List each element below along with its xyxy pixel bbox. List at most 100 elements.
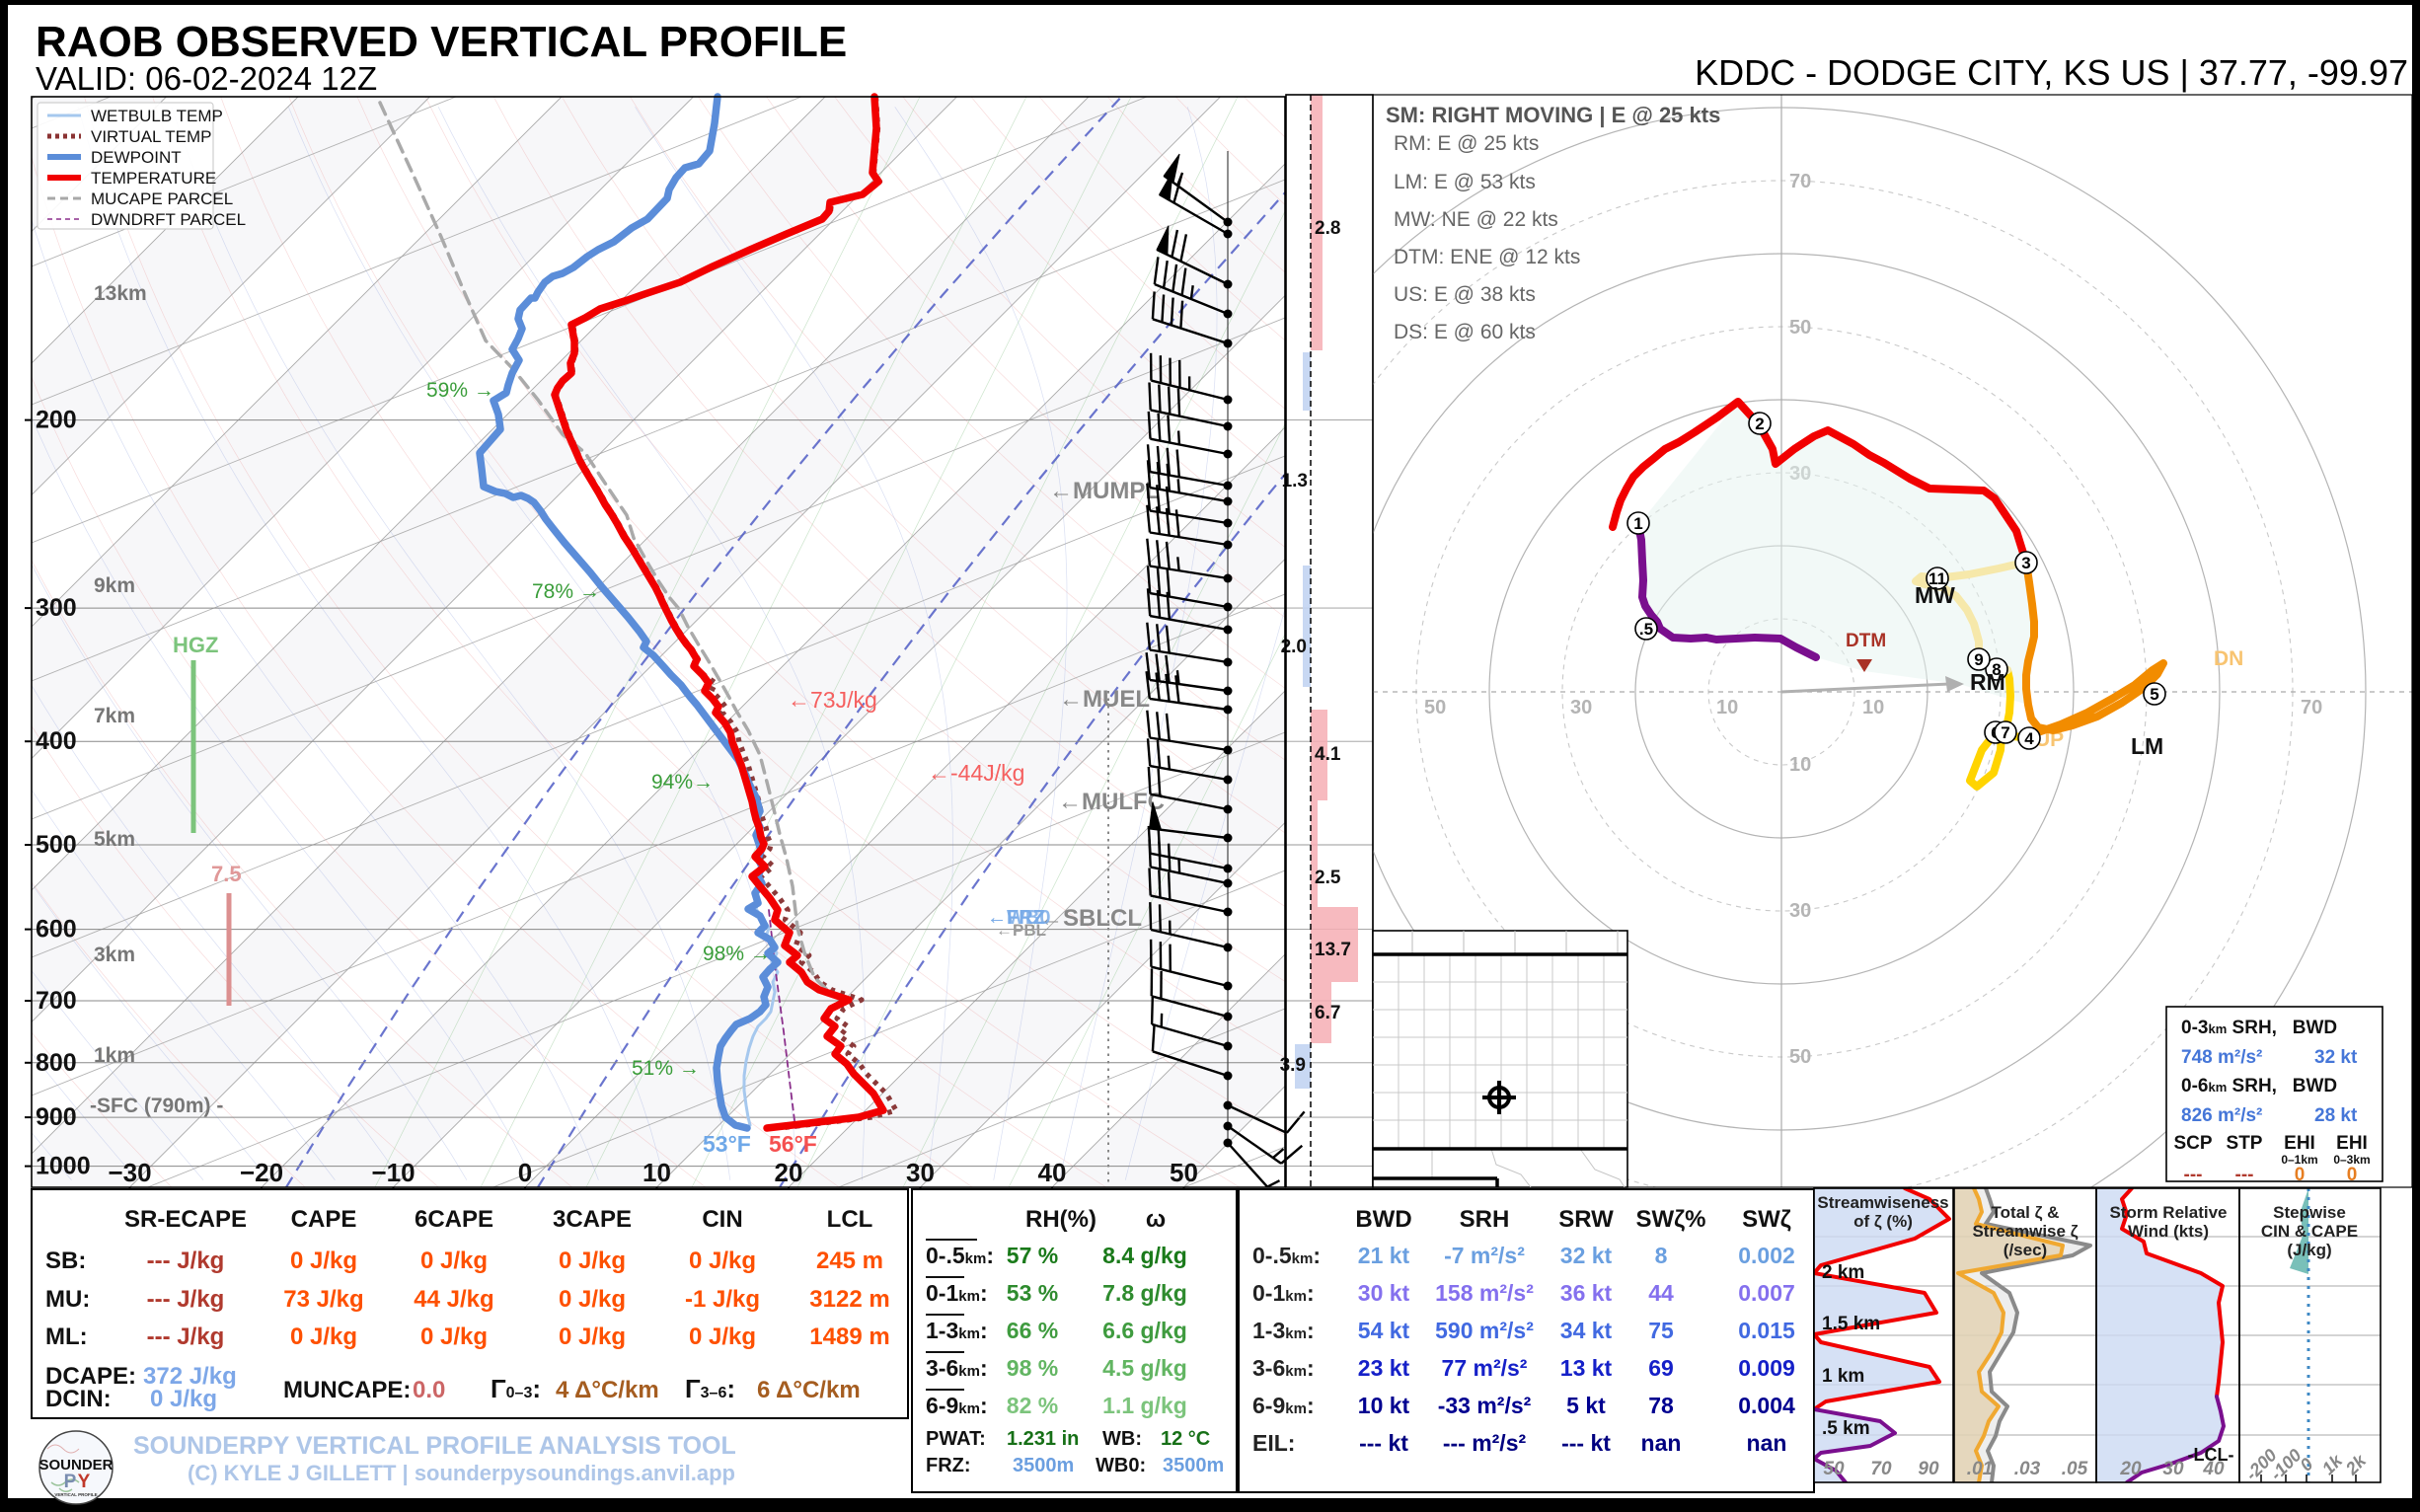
svg-text:2: 2: [1755, 415, 1764, 433]
svg-text:---: ---: [2184, 1165, 2203, 1185]
svg-text:EHI: EHI: [2336, 1133, 2368, 1154]
svg-text:2 km: 2 km: [1822, 1262, 1864, 1283]
svg-text:-1 J/kg: -1 J/kg: [685, 1286, 760, 1313]
svg-text:DTM: DTM: [1846, 631, 1886, 651]
svg-text:WB0:: WB0:: [1096, 1455, 1146, 1476]
svg-text:0: 0: [2296, 1454, 2316, 1474]
svg-text:600: 600: [36, 916, 77, 944]
svg-text:13 kt: 13 kt: [1560, 1355, 1613, 1381]
svg-text:WB:: WB:: [1102, 1428, 1142, 1450]
svg-text:34 kt: 34 kt: [1560, 1318, 1613, 1343]
svg-text:←MUEL: ←MUEL: [1059, 686, 1150, 713]
svg-text:40: 40: [2202, 1459, 2225, 1479]
svg-text:SRH: SRH: [1460, 1206, 1510, 1233]
svg-text:94%→: 94%→: [651, 771, 714, 794]
svg-text:21 kt: 21 kt: [1358, 1243, 1410, 1268]
svg-text:CIN: CIN: [702, 1206, 742, 1233]
svg-text:Total ζ &: Total ζ &: [1992, 1203, 2060, 1222]
svg-text:nan: nan: [1747, 1430, 1787, 1456]
svg-text:8.4 g/kg: 8.4 g/kg: [1102, 1243, 1187, 1268]
svg-text:50: 50: [1789, 1046, 1811, 1068]
svg-text:DEWPOINT: DEWPOINT: [91, 148, 182, 167]
svg-text:20: 20: [775, 1158, 803, 1187]
svg-text:ω: ω: [1146, 1206, 1166, 1233]
svg-text:12 °C: 12 °C: [1161, 1428, 1210, 1450]
svg-text:32 kt: 32 kt: [1560, 1243, 1613, 1268]
svg-text:PWAT:: PWAT:: [926, 1428, 986, 1450]
svg-text:MW: MW: [1915, 582, 1955, 608]
svg-text:---: ---: [2235, 1165, 2254, 1185]
svg-text:Storm Relative: Storm Relative: [2109, 1203, 2227, 1222]
svg-text:1.231 in: 1.231 in: [1007, 1428, 1079, 1450]
svg-text:78: 78: [1648, 1393, 1674, 1418]
svg-text:SWζ: SWζ: [1742, 1206, 1791, 1233]
svg-text:59% →: 59% →: [426, 379, 494, 402]
svg-text:8: 8: [1655, 1243, 1668, 1268]
svg-text:5: 5: [2150, 685, 2158, 704]
svg-text:700: 700: [36, 987, 77, 1015]
svg-text:1km: 1km: [94, 1044, 135, 1067]
svg-text:7km: 7km: [94, 705, 135, 727]
svg-text:82 %: 82 %: [1007, 1393, 1058, 1418]
svg-text:DS: E @ 60 kts: DS: E @ 60 kts: [1394, 321, 1536, 343]
svg-text:US: E @ 38 kts: US: E @ 38 kts: [1394, 283, 1536, 306]
svg-text:9: 9: [1974, 650, 1983, 669]
svg-text:Stepwise: Stepwise: [2273, 1203, 2346, 1222]
svg-text:.5 km: .5 km: [1822, 1418, 1870, 1439]
svg-text:4 Δ°C/km: 4 Δ°C/km: [556, 1377, 659, 1403]
svg-text:FRZ:: FRZ:: [926, 1455, 971, 1476]
svg-text:50: 50: [1789, 317, 1811, 339]
svg-text:54 kt: 54 kt: [1358, 1318, 1410, 1343]
svg-text:0.007: 0.007: [1738, 1280, 1795, 1306]
svg-text:590 m²/s²: 590 m²/s²: [1435, 1318, 1534, 1343]
svg-text:53°F: 53°F: [703, 1131, 751, 1157]
svg-text:←PBL: ←PBL: [996, 921, 1046, 940]
svg-text:EIL:: EIL:: [1252, 1430, 1295, 1456]
svg-text:70: 70: [1870, 1459, 1892, 1479]
svg-text:44: 44: [1648, 1280, 1674, 1306]
svg-text:RM: RM: [1970, 669, 2005, 695]
svg-text:0 J/kg: 0 J/kg: [559, 1247, 626, 1274]
svg-text:3-6km:: 3-6km:: [1252, 1355, 1315, 1381]
svg-text:MUNCAPE:: MUNCAPE:: [283, 1377, 411, 1403]
svg-text:50: 50: [1170, 1158, 1198, 1187]
svg-text:10: 10: [1716, 697, 1738, 718]
svg-text:TEMPERATURE: TEMPERATURE: [91, 169, 216, 188]
svg-text:98% →: 98% →: [703, 943, 771, 965]
svg-text:-LCL-: -LCL-: [2188, 1445, 2234, 1465]
svg-text:50: 50: [1823, 1459, 1845, 1479]
svg-text:(J/kg): (J/kg): [2287, 1241, 2331, 1259]
svg-text:200: 200: [36, 407, 77, 434]
svg-text:36 kt: 36 kt: [1560, 1280, 1613, 1306]
svg-text:DCIN:: DCIN:: [45, 1386, 112, 1412]
svg-text:-SFC (790m) -: -SFC (790m) -: [90, 1095, 223, 1117]
svg-text:4: 4: [2024, 729, 2034, 748]
svg-text:(/sec): (/sec): [2004, 1241, 2047, 1259]
svg-text:6.7: 6.7: [1315, 1003, 1340, 1023]
svg-text:−30: −30: [108, 1158, 151, 1187]
svg-text:CIN & CAPE: CIN & CAPE: [2261, 1222, 2358, 1241]
svg-text:7: 7: [2001, 723, 2009, 742]
svg-text:0-3km SRH, BWD: 0-3km SRH, BWD: [2181, 1018, 2337, 1038]
svg-text:LM: LM: [2131, 733, 2163, 759]
svg-text:32 kt: 32 kt: [2314, 1047, 2358, 1068]
svg-text:0 J/kg: 0 J/kg: [290, 1323, 357, 1350]
svg-text:30 kt: 30 kt: [1358, 1280, 1410, 1306]
svg-text:0.002: 0.002: [1738, 1243, 1795, 1268]
svg-text:98 %: 98 %: [1007, 1355, 1058, 1381]
svg-text:LM: E @ 53 kts: LM: E @ 53 kts: [1394, 171, 1536, 193]
svg-text:.03: .03: [2014, 1459, 2041, 1479]
svg-text:5 kt: 5 kt: [1566, 1393, 1606, 1418]
svg-text:3500m: 3500m: [1163, 1455, 1224, 1476]
svg-text:748 m²/s²: 748 m²/s²: [2181, 1047, 2262, 1068]
svg-text:VERTICAL PROFILE: VERTICAL PROFILE: [54, 1492, 97, 1497]
svg-text:3122 m: 3122 m: [809, 1286, 889, 1313]
svg-text:SWζ%: SWζ%: [1635, 1206, 1705, 1233]
svg-text:SOUNDER: SOUNDER: [38, 1457, 113, 1474]
svg-text:DCAPE:: DCAPE:: [45, 1363, 136, 1390]
svg-text:←FRZ: ←FRZ: [987, 907, 1045, 929]
svg-text:6CAPE: 6CAPE: [415, 1206, 493, 1233]
svg-text:53 %: 53 %: [1007, 1280, 1058, 1306]
svg-text:1.1 g/kg: 1.1 g/kg: [1102, 1393, 1187, 1418]
svg-text:900: 900: [36, 1103, 77, 1131]
